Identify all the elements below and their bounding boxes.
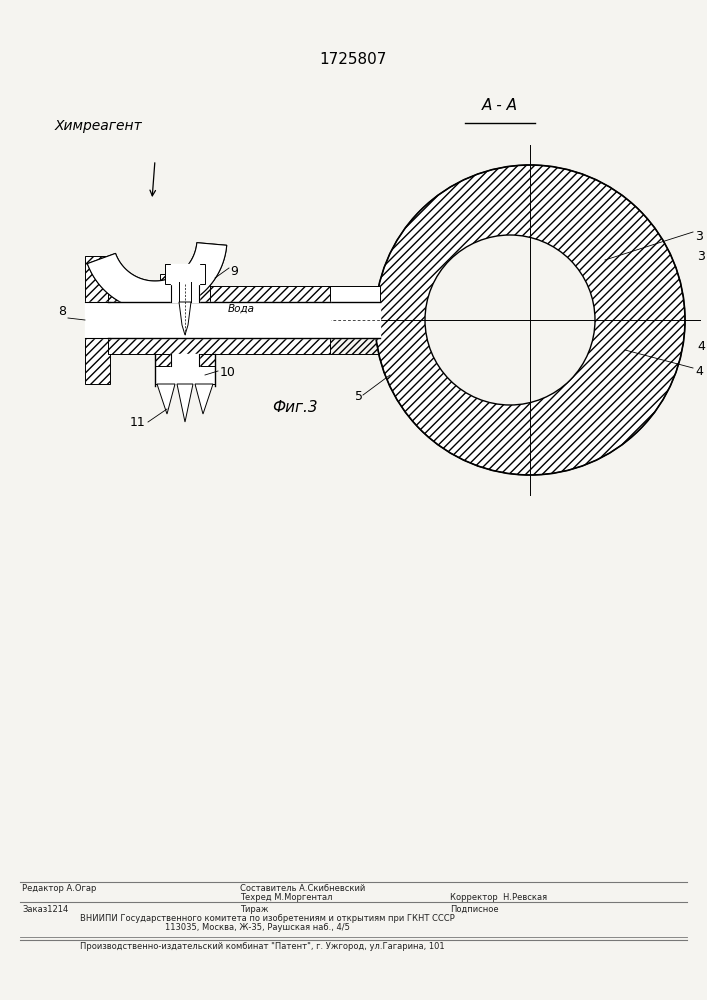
Text: Фиг.3: Фиг.3 (272, 400, 318, 415)
Text: 113035, Москва, Ж-35, Раушская наб., 4/5: 113035, Москва, Ж-35, Раушская наб., 4/5 (165, 923, 350, 932)
Text: Вода: Вода (228, 304, 255, 314)
Circle shape (425, 235, 595, 405)
Polygon shape (179, 302, 191, 335)
Text: 9: 9 (230, 265, 238, 278)
Text: 5: 5 (355, 390, 363, 403)
Bar (330, 286, 380, 302)
Text: 4: 4 (695, 365, 703, 378)
Text: 10: 10 (220, 366, 236, 379)
Text: Подписное: Подписное (450, 905, 498, 914)
Circle shape (375, 165, 685, 475)
Text: 4: 4 (697, 340, 705, 353)
Text: Химреагент: Химреагент (55, 119, 143, 133)
Text: 11: 11 (130, 416, 146, 429)
Bar (330, 338, 380, 354)
Bar (160, 354, 210, 366)
Bar (165, 264, 205, 284)
Bar (330, 286, 380, 302)
Bar (155, 366, 215, 384)
Text: А - А: А - А (482, 98, 518, 113)
Bar (155, 354, 171, 384)
Text: ВНИИПИ Государственного комитета по изобретениям и открытиям при ГКНТ СССР: ВНИИПИ Государственного комитета по изоб… (80, 914, 455, 923)
Bar (199, 354, 215, 384)
Bar (160, 274, 210, 302)
Text: Тираж: Тираж (240, 905, 269, 914)
Text: Заказ1214: Заказ1214 (22, 905, 69, 914)
Bar (165, 264, 205, 284)
Polygon shape (157, 384, 175, 414)
Bar (85, 256, 110, 384)
Bar (108, 286, 330, 302)
Text: Составитель А.Скибневский: Составитель А.Скибневский (240, 884, 366, 893)
Polygon shape (177, 384, 193, 422)
Polygon shape (195, 384, 213, 414)
Bar (155, 366, 215, 384)
Text: Редактор А.Огар: Редактор А.Огар (22, 884, 96, 893)
Text: Производственно-издательский комбинат "Патент", г. Ужгород, ул.Гагарина, 101: Производственно-издательский комбинат "П… (80, 942, 445, 951)
Text: 8: 8 (58, 305, 66, 318)
Bar (108, 338, 330, 354)
Text: Техред М.Моргентал: Техред М.Моргентал (240, 893, 332, 902)
Text: Корректор  Н.Ревская: Корректор Н.Ревская (450, 893, 547, 902)
Text: 3: 3 (697, 250, 705, 263)
Polygon shape (88, 243, 227, 311)
Text: 1725807: 1725807 (320, 52, 387, 68)
Text: 3: 3 (695, 230, 703, 243)
